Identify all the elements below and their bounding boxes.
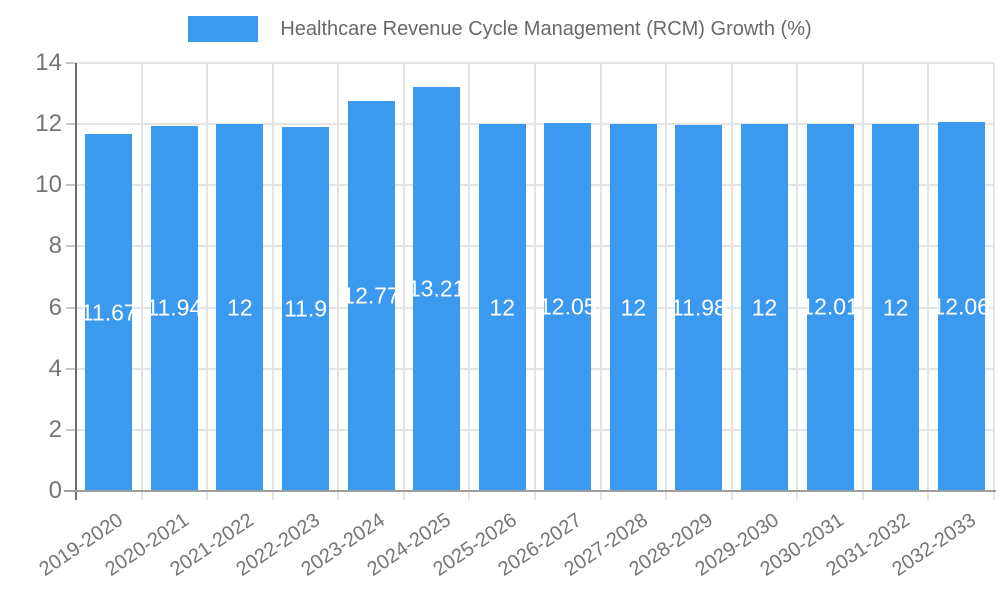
- gridline-x-2: [206, 63, 209, 491]
- bar-value-2030-2031: 12.01: [801, 293, 859, 320]
- bar-2028-2029[interactable]: [675, 124, 723, 491]
- bar-value-2029-2030: 12: [751, 294, 778, 321]
- x-tick-10: [730, 491, 733, 500]
- y-axis-line: [75, 63, 77, 491]
- bar-2023-2024[interactable]: [347, 100, 395, 491]
- bar-value-2022-2023: 11.9: [283, 295, 328, 322]
- x-tick-5: [402, 491, 405, 500]
- bar-2027-2028[interactable]: [609, 124, 657, 491]
- legend-label: Healthcare Revenue Cycle Management (RCM…: [280, 17, 812, 40]
- bar-2031-2032[interactable]: [872, 124, 920, 491]
- gridline-x-11: [796, 63, 799, 491]
- gridline-x-14: [993, 63, 995, 491]
- bar-value-2023-2024: 12.77: [342, 282, 400, 309]
- gridline-x-3: [271, 63, 274, 491]
- y-tick-2: [66, 428, 76, 431]
- gridline-x-1: [140, 63, 143, 491]
- gridline-x-13: [927, 63, 930, 491]
- x-tick-12: [861, 491, 864, 500]
- x-tick-0: [75, 491, 77, 500]
- y-tick-12: [66, 123, 76, 126]
- y-tick-14: [66, 62, 76, 64]
- bar-2022-2023[interactable]: [282, 127, 329, 491]
- y-tick-4: [66, 367, 76, 370]
- y-tick-label-2: 2: [48, 415, 62, 443]
- bar-value-2025-2026: 12: [489, 294, 515, 321]
- bar-2024-2025[interactable]: [413, 87, 461, 491]
- y-tick-label-4: 4: [48, 354, 62, 382]
- gridline-x-8: [599, 63, 602, 491]
- x-tick-1: [140, 491, 143, 500]
- bar-2021-2022[interactable]: [216, 124, 264, 491]
- y-tick-6: [66, 306, 76, 309]
- gridline-x-9: [665, 63, 668, 491]
- gridline-x-4: [337, 63, 340, 491]
- bar-2019-2020[interactable]: [85, 134, 133, 491]
- bar-2032-2033[interactable]: [937, 122, 985, 491]
- x-tick-14: [993, 491, 995, 500]
- bar-value-2028-2029: 11.98: [670, 294, 727, 321]
- bar-2026-2027[interactable]: [544, 122, 592, 491]
- x-tick-2: [206, 491, 209, 500]
- x-tick-8: [599, 491, 602, 500]
- y-tick-label-10: 10: [35, 171, 62, 199]
- x-axis-line: [64, 490, 996, 492]
- y-tick-label-0: 0: [48, 477, 62, 504]
- x-tick-4: [337, 491, 340, 500]
- legend-item-rcm-growth[interactable]: Healthcare Revenue Cycle Management (RCM…: [188, 16, 812, 42]
- x-tick-9: [665, 491, 668, 500]
- x-tick-11: [796, 491, 799, 500]
- y-tick-label-14: 14: [35, 49, 62, 76]
- bar-value-2024-2025: 13.21: [407, 275, 466, 302]
- x-tick-6: [468, 491, 471, 500]
- bar-value-2020-2021: 11.94: [146, 294, 203, 321]
- bar-value-2027-2028: 12: [620, 294, 647, 321]
- y-tick-label-8: 8: [48, 232, 62, 260]
- gridline-x-6: [468, 63, 471, 491]
- chart-legend: Healthcare Revenue Cycle Management (RCM…: [0, 16, 1000, 42]
- bar-2020-2021[interactable]: [150, 125, 198, 491]
- bar-value-2026-2027: 12.05: [539, 293, 597, 320]
- bar-value-2021-2022: 12: [227, 294, 253, 321]
- x-tick-3: [271, 491, 274, 500]
- bar-value-2031-2032: 12: [882, 294, 909, 321]
- bar-value-2019-2020: 11.67: [80, 299, 137, 326]
- bar-2030-2031[interactable]: [806, 123, 854, 491]
- y-tick-10: [66, 184, 76, 187]
- y-tick-8: [66, 245, 76, 248]
- y-tick-label-6: 6: [48, 293, 62, 321]
- gridline-x-7: [534, 63, 536, 491]
- bar-2029-2030[interactable]: [741, 124, 788, 491]
- x-tick-13: [927, 491, 930, 500]
- bar-2025-2026[interactable]: [478, 124, 526, 491]
- legend-swatch: [188, 16, 259, 42]
- gridline-x-10: [730, 63, 733, 491]
- gridline-x-5: [402, 63, 405, 491]
- bar-value-2032-2033: 12.06: [932, 293, 990, 320]
- x-tick-7: [534, 491, 536, 500]
- y-tick-label-12: 12: [35, 110, 62, 138]
- gridline-x-12: [861, 63, 864, 491]
